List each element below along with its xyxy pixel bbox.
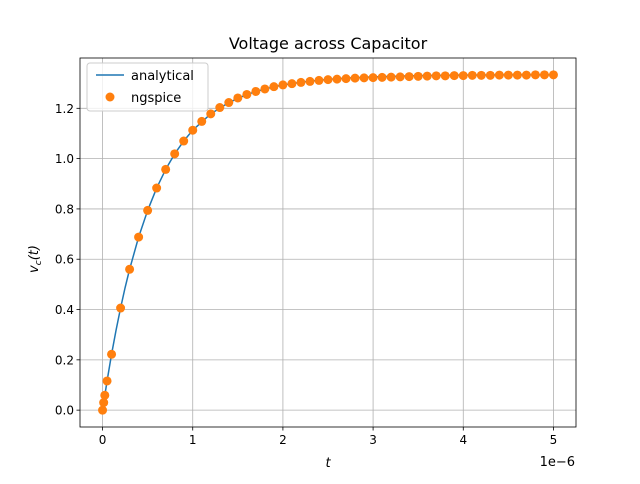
data-point-ngspice — [485, 70, 495, 80]
data-point-ngspice — [359, 73, 369, 83]
data-point-ngspice — [233, 93, 243, 103]
data-point-ngspice — [99, 398, 109, 408]
data-point-ngspice — [521, 70, 531, 80]
data-point-ngspice — [503, 70, 513, 80]
data-point-ngspice — [287, 79, 297, 89]
data-point-ngspice — [341, 74, 351, 84]
data-point-ngspice — [413, 71, 423, 81]
legend: analytical ngspice — [86, 62, 209, 112]
data-point-ngspice — [323, 75, 333, 85]
y-tick-label: 1.0 — [55, 152, 74, 166]
data-point-ngspice — [134, 232, 144, 242]
data-point-ngspice — [332, 74, 342, 84]
y-tick-label: 1.2 — [55, 102, 74, 116]
data-point-ngspice — [476, 70, 486, 80]
legend-swatch-ngspice — [105, 92, 115, 102]
x-tick-label: 3 — [369, 433, 377, 447]
data-point-ngspice — [368, 73, 378, 83]
data-point-ngspice — [314, 75, 324, 85]
data-point-ngspice — [98, 405, 108, 415]
data-point-ngspice — [440, 71, 450, 81]
x-tick-label: 1 — [189, 433, 197, 447]
y-axis-label-main: v — [27, 265, 42, 273]
data-point-ngspice — [161, 164, 171, 174]
legend-label-ngspice: ngspice — [131, 91, 181, 106]
data-point-ngspice — [125, 264, 135, 274]
data-point-ngspice — [539, 70, 549, 80]
data-point-ngspice — [395, 72, 405, 82]
y-tick-label: 0.4 — [55, 303, 74, 317]
data-point-ngspice — [296, 77, 306, 87]
data-point-ngspice — [251, 86, 261, 96]
data-point-ngspice — [102, 376, 112, 386]
data-point-ngspice — [260, 84, 270, 94]
y-axis-label-argument: (t) — [27, 245, 42, 260]
y-tick-label: 0.8 — [55, 202, 74, 216]
data-point-ngspice — [224, 98, 234, 108]
data-point-ngspice — [107, 349, 117, 359]
data-point-ngspice — [179, 136, 189, 146]
data-point-ngspice — [431, 71, 441, 81]
ticks: 0 1 2 3 4 5 0.0 0.2 0.4 0.6 0.8 1.0 1.2 — [55, 102, 557, 447]
x-axis-offset-text: 1e−6 — [540, 455, 575, 470]
data-point-ngspice — [494, 70, 504, 80]
data-point-ngspice — [386, 72, 396, 82]
data-point-ngspice — [449, 71, 459, 81]
data-point-ngspice — [350, 73, 360, 83]
data-point-ngspice — [305, 76, 315, 86]
data-point-ngspice — [404, 72, 414, 82]
data-point-ngspice — [152, 183, 162, 193]
data-point-ngspice — [530, 70, 540, 80]
data-point-ngspice — [188, 125, 198, 135]
legend-label-analytical: analytical — [131, 69, 194, 84]
data-point-ngspice — [197, 116, 207, 126]
data-point-ngspice — [467, 70, 477, 80]
y-axis-label-subscript: c — [34, 260, 44, 265]
chart-title: Voltage across Capacitor — [229, 34, 428, 53]
y-tick-label: 0.2 — [55, 353, 74, 367]
data-point-ngspice — [116, 303, 126, 313]
y-tick-label: 0.0 — [55, 404, 74, 418]
data-point-ngspice — [422, 71, 432, 81]
data-point-ngspice — [377, 72, 387, 82]
x-tick-label: 0 — [99, 433, 107, 447]
y-axis-label: vc(t) — [27, 245, 44, 273]
grid — [80, 58, 576, 427]
data-point-ngspice — [100, 390, 110, 400]
x-tick-label: 2 — [279, 433, 287, 447]
data-point-ngspice — [242, 89, 252, 99]
y-tick-label: 0.6 — [55, 253, 74, 267]
x-tick-label: 5 — [550, 433, 558, 447]
x-axis-label: t — [325, 456, 331, 471]
data-point-ngspice — [458, 71, 468, 81]
data-point-ngspice — [215, 103, 225, 113]
data-point-ngspice — [170, 149, 180, 159]
data-point-ngspice — [278, 80, 288, 90]
data-point-ngspice — [206, 109, 216, 119]
data-point-ngspice — [548, 70, 558, 80]
data-point-ngspice — [269, 82, 279, 92]
data-point-ngspice — [143, 205, 153, 215]
data-point-ngspice — [512, 70, 522, 80]
axes-frame — [79, 57, 577, 428]
x-tick-label: 4 — [459, 433, 467, 447]
marker-series-layer — [98, 70, 558, 415]
